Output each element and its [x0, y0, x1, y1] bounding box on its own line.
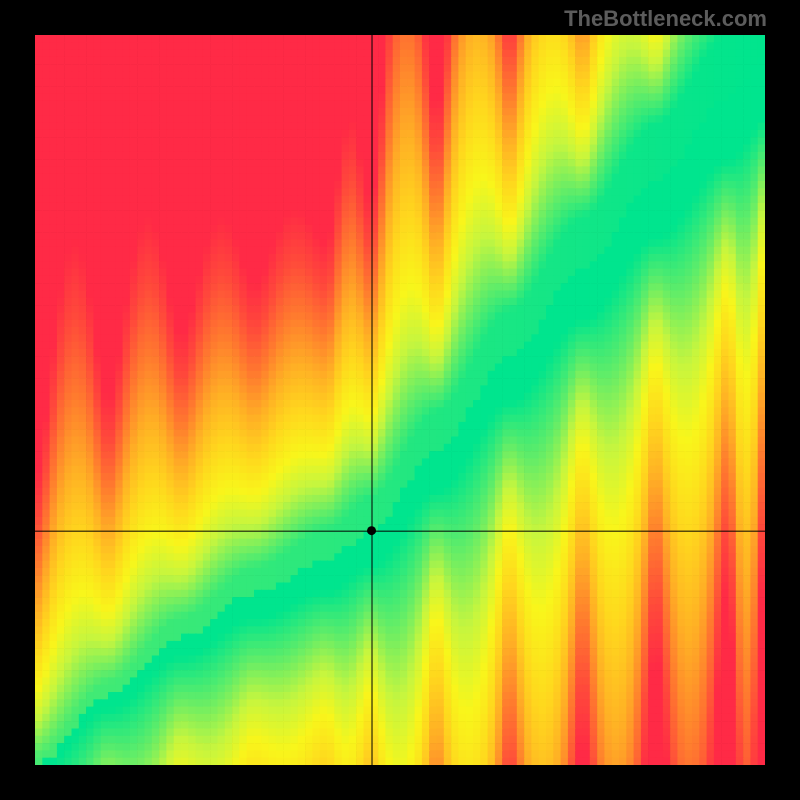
bottleneck-heatmap	[35, 35, 765, 765]
attribution-label: TheBottleneck.com	[564, 6, 767, 32]
chart-container: TheBottleneck.com	[0, 0, 800, 800]
